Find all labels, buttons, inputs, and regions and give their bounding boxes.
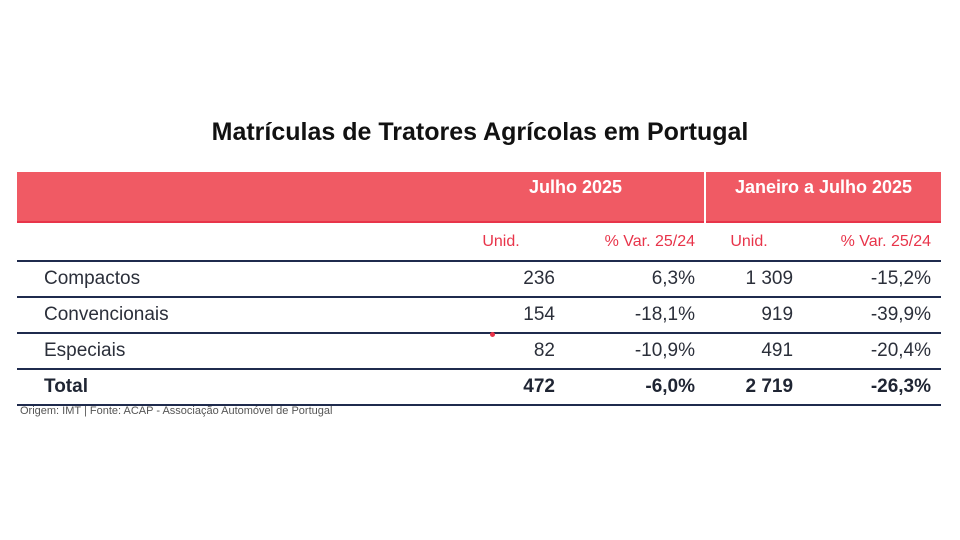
source-note: Origem: IMT | Fonte: ACAP - Associação A… [20, 405, 333, 417]
subheader-var-ytd: % Var. 25/24 [803, 221, 942, 262]
subheader-units-ytd: Unid. [705, 221, 804, 262]
group-header-ytd: Janeiro a Julho 2025 [704, 172, 942, 222]
table-row-especiais: Especiais 82 -10,9% 491 -20,4% [17, 333, 942, 370]
subheader-blank [17, 221, 447, 262]
cell-var-month: -18,1% [565, 297, 706, 334]
cell-var-ytd: -15,2% [803, 261, 942, 298]
table-row-compactos: Compactos 236 6,3% 1 309 -15,2% [17, 261, 942, 298]
table-row-convencionais: Convencionais 154 -18,1% 919 -39,9% [17, 297, 942, 334]
subheader-units-month: Unid. [447, 221, 565, 262]
cell-units-month: 236 [447, 261, 565, 298]
cell-var-ytd: -39,9% [803, 297, 942, 334]
row-label: Compactos [17, 261, 447, 298]
subheader-row: Unid. % Var. 25/24 Unid. % Var. 25/24 [17, 221, 942, 262]
cell-var-ytd: -20,4% [803, 333, 942, 370]
table-title: Matrículas de Tratores Agrícolas em Port… [211, 118, 749, 146]
cell-var-month: -10,9% [565, 333, 706, 370]
row-label: Total [17, 369, 447, 406]
group-header-blank [17, 172, 447, 222]
cell-units-month: 154 [447, 297, 565, 334]
cell-units-ytd: 1 309 [705, 261, 804, 298]
subheader-var-month: % Var. 25/24 [565, 221, 706, 262]
red-dot-marker [490, 332, 495, 337]
column-group-row: Julho 2025 Janeiro a Julho 2025 [17, 172, 942, 222]
group-header-month: Julho 2025 [447, 172, 706, 222]
row-label: Convencionais [17, 297, 447, 334]
registrations-table: Julho 2025 Janeiro a Julho 2025 Unid. % … [17, 172, 942, 406]
cell-units-ytd: 919 [705, 297, 804, 334]
cell-units-ytd: 491 [705, 333, 804, 370]
table-row-total: Total 472 -6,0% 2 719 -26,3% [17, 369, 942, 406]
cell-var-month: 6,3% [565, 261, 706, 298]
cell-var-ytd: -26,3% [803, 369, 942, 406]
cell-units-ytd: 2 719 [705, 369, 804, 406]
row-label: Especiais [17, 333, 447, 370]
cell-units-month: 82 [447, 333, 565, 370]
cell-units-month: 472 [447, 369, 565, 406]
cell-var-month: -6,0% [565, 369, 706, 406]
